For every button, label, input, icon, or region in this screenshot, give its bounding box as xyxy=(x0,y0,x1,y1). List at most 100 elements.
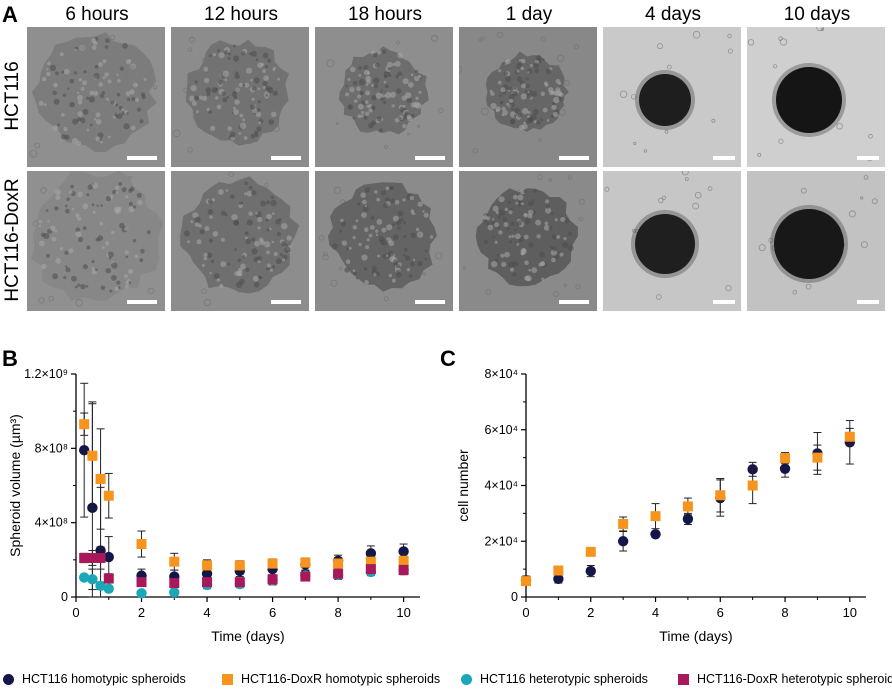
scale-bar xyxy=(415,300,445,304)
x-tick-label: 10 xyxy=(843,605,857,620)
data-point xyxy=(585,565,596,577)
data-point xyxy=(780,453,791,464)
data-point xyxy=(79,419,90,430)
row-label-hct116-doxr: HCT116-DoxR xyxy=(2,178,23,302)
y-tick-label: 8×10⁸ xyxy=(35,441,68,455)
data-point xyxy=(617,536,629,547)
data-point xyxy=(747,480,758,491)
legend-item-hct116-heterotypic: HCT116 heterotypic spheroids xyxy=(461,672,648,686)
data-point xyxy=(553,573,564,585)
data-point xyxy=(365,556,376,567)
legend-marker-circle-icon xyxy=(3,673,14,685)
micrograph-hct116-doxr-6-hours xyxy=(27,171,165,311)
scale-bar xyxy=(857,156,879,160)
data-point xyxy=(169,556,180,567)
micrograph-hct116-1-day xyxy=(459,27,597,167)
y-axis-label: cell number xyxy=(455,449,471,522)
micrograph-hct116-12-hours xyxy=(171,27,309,167)
x-axis-label: Time (days) xyxy=(659,628,732,644)
column-label-4-days: 4 days xyxy=(645,4,701,25)
scale-bar xyxy=(127,300,157,304)
legend-item-hct116-doxr-homotypic: HCT116-DoxR homotypic spheroids xyxy=(222,672,440,686)
data-point xyxy=(844,431,855,442)
y-tick-label: 4×10⁸ xyxy=(35,516,68,530)
data-point xyxy=(333,568,344,579)
cell-number-chart: 0 2 4 6 8 10 0 2×10⁴ 4×10⁴ 6×10⁴ 8×10⁴ Time (days) c… xyxy=(455,367,866,644)
data-point xyxy=(95,473,106,484)
column-label-12-hours: 12 hours xyxy=(204,4,278,25)
data-point xyxy=(136,588,147,599)
data-point xyxy=(103,551,114,563)
data-point xyxy=(365,548,377,559)
x-tick-label: 8 xyxy=(334,605,341,620)
legend-label: HCT116-DoxR homotypic spheroids xyxy=(241,672,441,686)
micrograph-hct116-18-hours xyxy=(315,27,453,167)
data-point xyxy=(103,573,114,584)
x-tick-label: 10 xyxy=(396,605,410,620)
data-point xyxy=(202,560,213,571)
spheroid-volume-chart: 0 2 4 6 8 10 0 4×10⁸ 8×10⁸ 1.2×10⁹ Time (days) Sphe… xyxy=(7,367,420,644)
micrograph-hct116-doxr-18-hours xyxy=(315,171,453,311)
panel-a-letter: A xyxy=(2,2,18,27)
scale-bar xyxy=(713,300,735,304)
data-point xyxy=(650,511,661,522)
x-tick-label: 2 xyxy=(587,605,594,620)
data-point xyxy=(78,444,90,456)
data-point xyxy=(95,580,106,592)
column-label-10-days: 10 days xyxy=(783,4,851,25)
micrograph-hct116-doxr-4-days xyxy=(603,171,741,311)
micrograph-hct116-10-days xyxy=(747,27,885,167)
data-point xyxy=(103,490,114,501)
legend-marker-circle-icon xyxy=(461,673,472,685)
micrograph-hct116-6-hours xyxy=(27,27,165,167)
data-point xyxy=(267,558,278,569)
data-point xyxy=(521,576,531,587)
data-point xyxy=(87,574,98,585)
legend-label: HCT116 heterotypic spheroids xyxy=(480,672,648,686)
micrograph-hct116-doxr-10-days xyxy=(747,171,885,311)
y-tick-label: 0 xyxy=(511,590,518,604)
column-label-1-day: 1 day xyxy=(505,4,553,25)
y-tick-label: 2×10⁴ xyxy=(484,534,518,548)
x-tick-label: 8 xyxy=(781,605,788,620)
data-point xyxy=(779,463,791,474)
scale-bar xyxy=(271,156,301,160)
data-point xyxy=(650,529,661,540)
data-point xyxy=(812,452,823,463)
data-point xyxy=(365,564,376,575)
series-hct116-doxr-heterotypic-spheroids xyxy=(79,546,409,589)
data-point xyxy=(682,513,694,525)
legend-label: HCT116 homotypic spheroids xyxy=(22,672,186,686)
data-point xyxy=(136,539,147,550)
data-point xyxy=(234,560,245,571)
data-point xyxy=(95,552,106,563)
column-label-6-hours: 6 hours xyxy=(65,4,129,25)
scale-bar xyxy=(271,300,301,304)
legend-marker-square-icon xyxy=(222,673,233,685)
y-axis-label: Spheroid volume (µm³) xyxy=(7,414,23,557)
micrograph-hct116-doxr-12-hours xyxy=(171,171,309,311)
data-point xyxy=(682,501,693,512)
data-point xyxy=(398,565,409,576)
data-point xyxy=(87,552,98,563)
data-point xyxy=(169,578,180,589)
data-point xyxy=(300,557,311,568)
legend: HCT116 homotypic spheroids HCT116-DoxR h… xyxy=(0,672,892,692)
scale-bar xyxy=(559,300,589,304)
scale-bar xyxy=(415,156,445,160)
micrograph-hct116-4-days xyxy=(603,27,741,167)
scale-bar xyxy=(559,156,589,160)
data-point xyxy=(234,577,245,588)
x-tick-label: 4 xyxy=(652,605,659,620)
data-point xyxy=(79,552,90,563)
data-point xyxy=(715,490,726,501)
data-point xyxy=(103,583,114,594)
x-tick-label: 6 xyxy=(269,605,276,620)
data-point xyxy=(300,571,311,582)
data-point xyxy=(398,546,409,557)
data-point xyxy=(267,574,278,585)
y-tick-label: 1.2×10⁹ xyxy=(24,367,68,381)
x-tick-label: 0 xyxy=(72,605,79,620)
y-tick-label: 6×10⁴ xyxy=(484,423,518,437)
data-point xyxy=(169,587,180,598)
